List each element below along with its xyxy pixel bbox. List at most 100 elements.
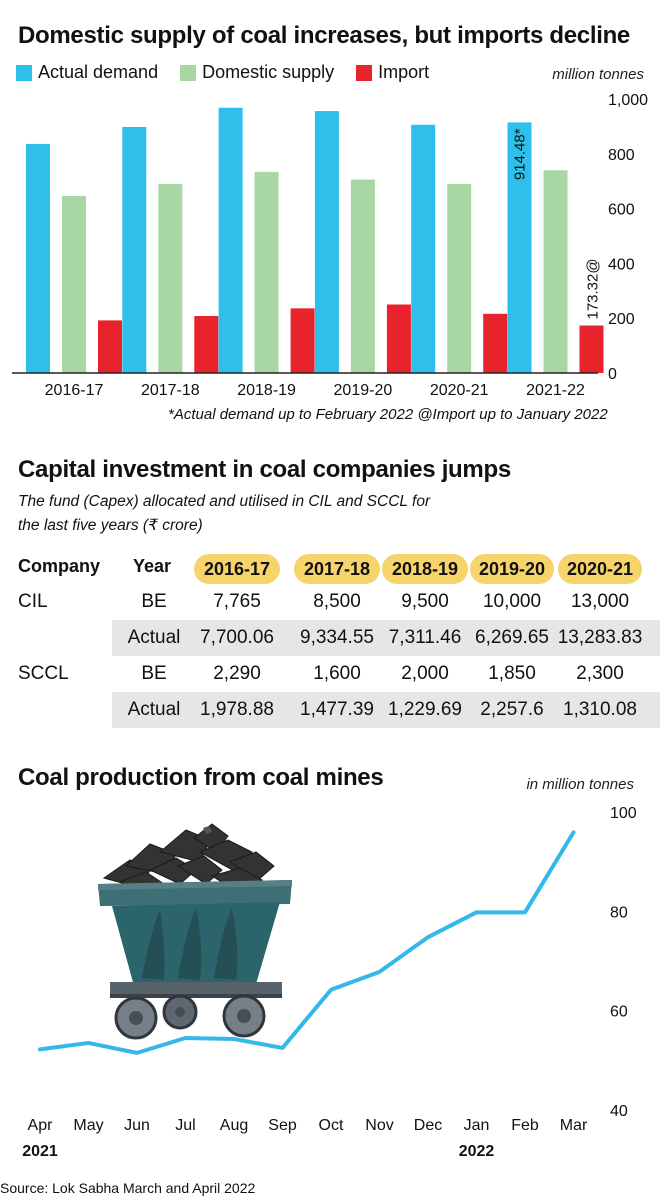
line-x-tick-label-jan: Jan <box>464 1117 490 1134</box>
table-title: Capital investment in coal companies jum… <box>18 456 511 483</box>
legend-item-actual-demand: Actual demand <box>16 62 158 83</box>
cell-value: 7,700.06 <box>200 627 274 648</box>
y-tick-label-1-000: 1,000 <box>608 92 648 109</box>
legend-label-domestic-supply: Domestic supply <box>202 62 335 82</box>
table-header-row: Company Year 2016-17 2017-18 2018-19 201… <box>0 548 660 584</box>
cell-value: 2,300 <box>576 663 624 684</box>
cell-type: Actual <box>127 627 181 648</box>
production-line <box>38 830 576 1055</box>
y-tick-label-400: 400 <box>608 256 635 273</box>
cell-type: Actual <box>127 699 181 720</box>
cell-value: 1,600 <box>313 663 361 684</box>
bar-domestic-supply-2020-21 <box>447 183 472 373</box>
bar-chart: 2016-17 2017-18 2018-19 2019-20 2020-21 2021-… <box>12 92 648 399</box>
bar-actual-demand-2017-18 <box>122 126 147 373</box>
cell-type: BE <box>141 591 167 612</box>
line-y-tick-label-100: 100 <box>610 805 637 822</box>
bar-domestic-supply-2016-17 <box>62 195 86 373</box>
table-subtitle: The fund (Capex) allocated and utilised … <box>18 493 431 534</box>
cell-value: 2,290 <box>213 663 261 684</box>
bar-import-2019-20 <box>386 304 411 373</box>
line-chart: 40 60 80 100 Apr May Jun Jul Aug Sep Oct Nov Dec Jan F… <box>22 805 637 1160</box>
bar-actual-demand-2020-21 <box>411 124 436 373</box>
x-tick-label-2019-20: 2019-20 <box>334 382 393 399</box>
bar-import-2018-19 <box>290 308 315 373</box>
header-year: Year <box>133 556 172 576</box>
cell-value: 7,311.46 <box>388 627 462 648</box>
table-row: CIL BE 7,765 8,500 9,500 10,000 13,000 <box>0 584 660 620</box>
cell-company: SCCL <box>18 663 69 684</box>
cell-value: 13,000 <box>570 591 630 612</box>
line-x-tick-label-dec: Dec <box>414 1117 442 1134</box>
year-label-2021: 2021 <box>22 1143 58 1160</box>
x-tick-label-2017-18: 2017-18 <box>141 382 200 399</box>
table-row: Actual 7,700.06 9,334.55 7,311.46 6,269.65 13… <box>0 620 660 656</box>
row-shading <box>112 620 660 656</box>
line-chart-unit: in million tonnes <box>526 776 634 793</box>
cell-value: 9,500 <box>401 591 449 612</box>
header-year-2019-20: 2019-20 <box>470 554 554 584</box>
legend-label-actual-demand: Actual demand <box>38 62 159 82</box>
legend-label-import: Import <box>378 62 430 82</box>
cell-value: 1,978.88 <box>200 699 274 720</box>
coal-cart-illustration <box>98 823 292 1040</box>
bar-chart-unit: million tonnes <box>552 66 644 83</box>
line-y-tick-label-60: 60 <box>610 1004 628 1021</box>
line-x-tick-label-mar: Mar <box>560 1117 588 1134</box>
legend-swatch-import <box>356 64 373 81</box>
legend-item-domestic-supply: Domestic supply <box>180 62 334 83</box>
cell-company: CIL <box>18 591 48 612</box>
table-row: Actual 1,978.88 1,477.39 1,229.69 2,257.6 1,3… <box>0 692 660 728</box>
cell-value: 13,283.83 <box>557 627 643 648</box>
header-year-2020-21: 2020-21 <box>558 554 642 584</box>
cell-value: 10,000 <box>482 591 542 612</box>
line-x-tick-label-jun: Jun <box>124 1117 150 1134</box>
line-x-tick-label-feb: Feb <box>511 1117 539 1134</box>
bar-import-2021-22 <box>579 325 604 373</box>
legend-swatch-domestic-supply <box>180 64 197 81</box>
y-tick-label-0: 0 <box>608 366 617 383</box>
year-label-2022: 2022 <box>459 1143 495 1160</box>
x-tick-label-2016-17: 2016-17 <box>45 382 104 399</box>
bar-domestic-supply-2021-22 <box>543 170 568 373</box>
bar-actual-demand-2021-22 <box>507 122 532 373</box>
bar-domestic-supply-2018-19 <box>254 171 279 373</box>
header-year-2016-17: 2016-17 <box>194 554 280 584</box>
line-y-tick-label-80: 80 <box>610 904 628 921</box>
y-tick-label-200: 200 <box>608 311 635 328</box>
x-tick-label-2018-19: 2018-19 <box>237 382 296 399</box>
cell-value: 1,229.69 <box>388 699 462 720</box>
y-tick-label-800: 800 <box>608 147 635 164</box>
legend-swatch-actual-demand <box>16 64 32 81</box>
cell-value: 2,000 <box>401 663 449 684</box>
header-company: Company <box>18 556 101 576</box>
line-x-tick-label-nov: Nov <box>365 1117 393 1134</box>
legend-item-import: Import <box>356 62 429 83</box>
line-x-tick-label-oct: Oct <box>319 1117 344 1134</box>
data-label-import-2021-22: 173.32@ <box>585 258 602 319</box>
x-tick-label-2021-22: 2021-22 <box>526 382 585 399</box>
bar-chart-title: Domestic supply of coal increases, but i… <box>18 22 630 49</box>
row-shading <box>112 692 660 728</box>
cell-value: 1,310.08 <box>563 699 637 720</box>
bar-chart-legend: Actual demand Domestic supply Import <box>16 62 451 83</box>
cell-value: 1,850 <box>488 663 536 684</box>
bar-domestic-supply-2019-20 <box>350 179 375 373</box>
cell-type: BE <box>141 663 167 684</box>
bar-actual-demand-2019-20 <box>314 111 339 373</box>
cell-value: 9,334.55 <box>300 627 374 648</box>
cell-value: 2,257.6 <box>480 699 544 720</box>
bar-import-2020-21 <box>483 313 508 373</box>
cell-value: 1,477.39 <box>300 699 374 720</box>
header-year-2017-18: 2017-18 <box>294 554 380 584</box>
bar-chart-footnote: *Actual demand up to February 2022 @Impo… <box>168 406 608 423</box>
line-x-tick-label-apr: Apr <box>28 1117 54 1134</box>
line-x-tick-label-sep: Sep <box>268 1117 297 1134</box>
data-label-actual-demand-2021-22: 914.48* <box>512 128 529 180</box>
line-y-tick-label-40: 40 <box>610 1103 628 1120</box>
cell-value: 8,500 <box>313 591 361 612</box>
header-year-2018-19: 2018-19 <box>382 554 468 584</box>
cell-value: 6,269.65 <box>475 627 549 648</box>
source-note: Source: Lok Sabha March and April 2022 <box>0 1180 256 1196</box>
bar-actual-demand-2018-19 <box>218 107 243 373</box>
